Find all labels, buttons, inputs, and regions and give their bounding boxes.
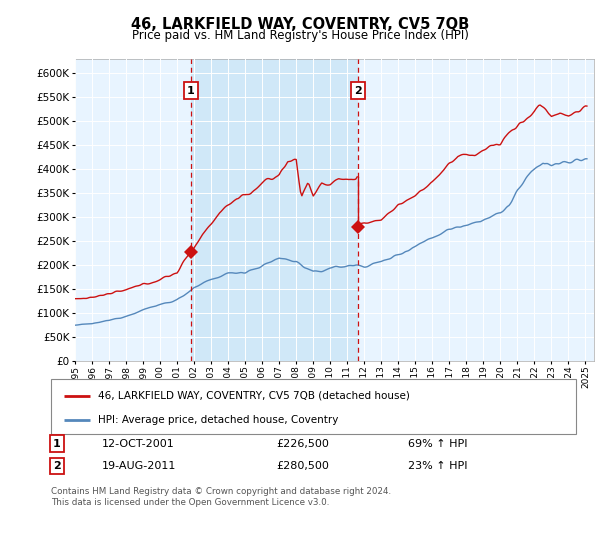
Text: 46, LARKFIELD WAY, COVENTRY, CV5 7QB (detached house): 46, LARKFIELD WAY, COVENTRY, CV5 7QB (de… (98, 390, 410, 400)
Text: 1: 1 (53, 438, 61, 449)
Text: 23% ↑ HPI: 23% ↑ HPI (408, 461, 467, 471)
Text: 2: 2 (53, 461, 61, 471)
Bar (191, 59, 358, 361)
Text: 69% ↑ HPI: 69% ↑ HPI (408, 438, 467, 449)
Text: HPI: Average price, detached house, Coventry: HPI: Average price, detached house, Cove… (98, 416, 338, 425)
FancyBboxPatch shape (51, 379, 576, 434)
Text: £280,500: £280,500 (276, 461, 329, 471)
Text: 2: 2 (354, 86, 362, 96)
Text: 1: 1 (187, 86, 194, 96)
Text: 12-OCT-2001: 12-OCT-2001 (102, 438, 175, 449)
Text: Contains HM Land Registry data © Crown copyright and database right 2024.
This d: Contains HM Land Registry data © Crown c… (51, 487, 391, 507)
Text: Price paid vs. HM Land Registry's House Price Index (HPI): Price paid vs. HM Land Registry's House … (131, 29, 469, 42)
Text: 46, LARKFIELD WAY, COVENTRY, CV5 7QB: 46, LARKFIELD WAY, COVENTRY, CV5 7QB (131, 17, 469, 32)
Text: £226,500: £226,500 (276, 438, 329, 449)
Text: 19-AUG-2011: 19-AUG-2011 (102, 461, 176, 471)
